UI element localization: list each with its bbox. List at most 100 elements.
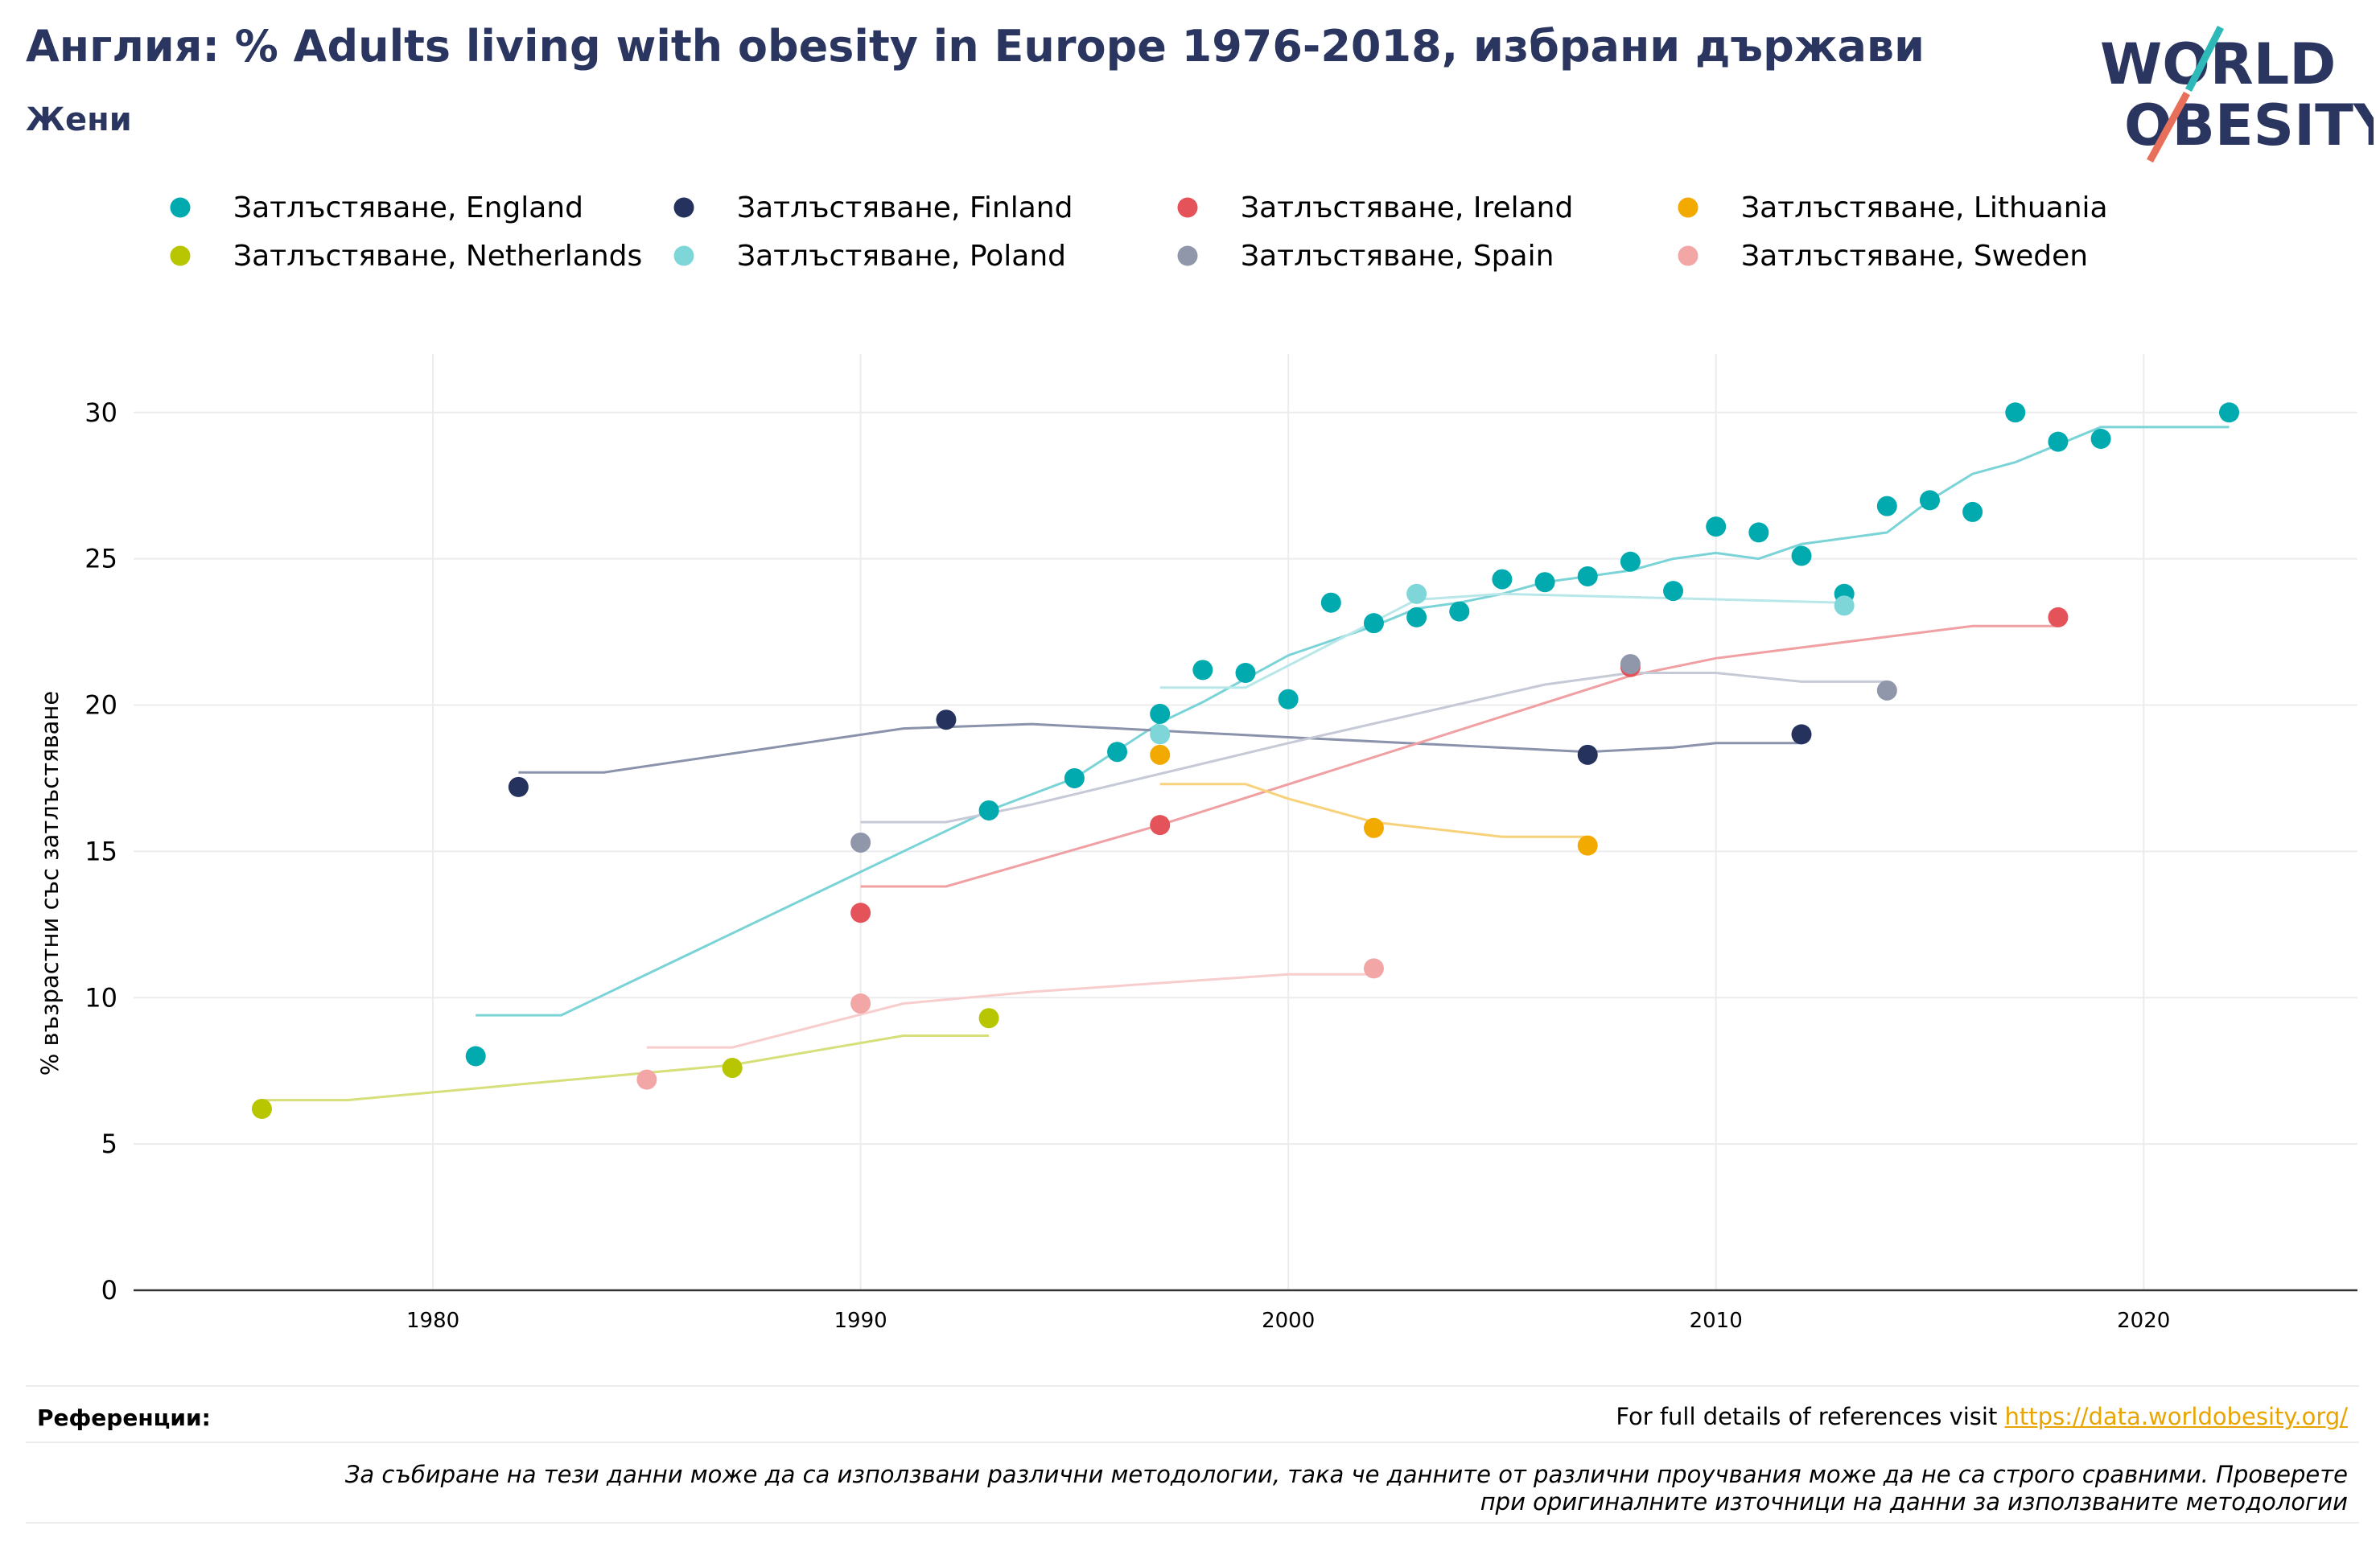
legend-marker — [673, 245, 694, 266]
data-point[interactable] — [1706, 516, 1727, 537]
legend-marker — [1177, 245, 1198, 266]
footer-divider — [26, 1442, 2359, 1443]
legend-marker — [1177, 197, 1198, 218]
data-point[interactable] — [1791, 545, 1812, 566]
data-point[interactable] — [978, 1008, 999, 1029]
data-point[interactable] — [508, 776, 529, 797]
data-point[interactable] — [1064, 767, 1085, 788]
y-tick-label: 15 — [84, 836, 117, 866]
data-point[interactable] — [722, 1058, 743, 1079]
data-point[interactable] — [1876, 680, 1897, 701]
data-point[interactable] — [1620, 551, 1641, 572]
data-point[interactable] — [1962, 501, 1983, 522]
data-point[interactable] — [1363, 817, 1384, 838]
trend-line — [646, 973, 1374, 1049]
x-tick-label: 2000 — [1262, 1309, 1315, 1333]
legend-label[interactable]: Затлъстяване, Ireland — [1241, 191, 1573, 224]
y-tick-label: 30 — [84, 397, 117, 428]
references-prefix: For full details of references visit — [1616, 1403, 2005, 1430]
trend-line — [518, 722, 1801, 774]
data-point[interactable] — [1150, 815, 1171, 836]
data-point[interactable] — [2219, 402, 2240, 423]
legend-marker — [673, 197, 694, 218]
data-point[interactable] — [1192, 660, 1213, 681]
data-point[interactable] — [1406, 607, 1427, 627]
legend-marker — [170, 197, 191, 218]
data-point[interactable] — [1150, 744, 1171, 765]
data-point[interactable] — [1363, 958, 1384, 979]
data-point[interactable] — [1919, 490, 1940, 511]
data-point[interactable] — [2090, 428, 2111, 449]
y-tick-label: 0 — [101, 1275, 117, 1306]
x-tick-label: 1990 — [834, 1309, 887, 1333]
data-point[interactable] — [850, 832, 871, 853]
data-point[interactable] — [2048, 431, 2069, 452]
data-point[interactable] — [2005, 402, 2026, 423]
trend-line — [1159, 783, 1588, 838]
footer-divider — [26, 1385, 2359, 1387]
y-tick-label: 25 — [84, 544, 117, 574]
axes: 0 5 10 15 20 25 30 1980 1990 2000 2010 2020 — [84, 397, 2357, 1333]
data-point[interactable] — [1406, 583, 1427, 604]
legend-label[interactable]: Затлъстяване, England — [233, 191, 583, 224]
y-axis-label: % възрастни със затлъстяване — [36, 691, 64, 1076]
data-point[interactable] — [1492, 569, 1513, 590]
data-point[interactable] — [465, 1046, 486, 1067]
data-point[interactable] — [1748, 522, 1769, 543]
data-points — [251, 402, 2240, 1119]
trend-line — [860, 672, 1888, 824]
data-point[interactable] — [1876, 496, 1897, 516]
data-point[interactable] — [1107, 742, 1128, 763]
x-tick-label: 2010 — [1690, 1309, 1743, 1333]
world-obesity-logo: WORLD OBESITY — [2100, 25, 2374, 163]
legend-marker — [1678, 245, 1699, 266]
page-subtitle: Жени — [26, 101, 132, 138]
grid — [134, 354, 2357, 1290]
data-point[interactable] — [251, 1098, 272, 1119]
data-point[interactable] — [1363, 613, 1384, 634]
data-point[interactable] — [1235, 662, 1256, 683]
data-point[interactable] — [1449, 601, 1470, 622]
trend-line — [1159, 592, 1845, 689]
data-point[interactable] — [1150, 724, 1171, 745]
legend-label[interactable]: Затлъстяване, Finland — [737, 191, 1073, 224]
page-title: Англия: % Adults living with obesity in … — [26, 21, 1925, 72]
data-point[interactable] — [1834, 595, 1855, 616]
legend-marker — [1678, 197, 1699, 218]
y-tick-label: 10 — [84, 982, 117, 1013]
x-tick-label: 1980 — [406, 1309, 459, 1333]
trend-line — [476, 426, 2230, 1017]
data-point[interactable] — [1150, 703, 1171, 724]
trend-lines — [261, 426, 2230, 1102]
legend-label[interactable]: Затлъстяване, Lithuania — [1741, 191, 2108, 224]
legend-marker — [170, 245, 191, 266]
legend-label[interactable]: Затлъстяване, Netherlands — [233, 240, 642, 273]
data-point[interactable] — [1577, 566, 1598, 586]
legend: Затлъстяване, England Затлъстяване, Finla… — [170, 191, 2108, 273]
data-point[interactable] — [2048, 607, 2069, 627]
data-point[interactable] — [1577, 835, 1598, 856]
data-point[interactable] — [1577, 744, 1598, 765]
data-point[interactable] — [1663, 581, 1684, 602]
data-point[interactable] — [1534, 572, 1555, 593]
data-point[interactable] — [1620, 654, 1641, 675]
logo-line1: WORLD — [2100, 31, 2336, 97]
y-tick-label: 5 — [101, 1129, 117, 1159]
references-text: For full details of references visit htt… — [1616, 1403, 2348, 1430]
footer-divider — [26, 1522, 2359, 1524]
trend-line — [860, 624, 2058, 888]
data-point[interactable] — [1791, 724, 1812, 745]
data-point[interactable] — [1320, 592, 1341, 613]
trend-line — [261, 1034, 990, 1102]
data-point[interactable] — [1278, 689, 1299, 709]
references-link[interactable]: https://data.worldobesity.org/ — [2004, 1403, 2348, 1430]
y-tick-label: 20 — [84, 690, 117, 721]
data-point[interactable] — [850, 903, 871, 923]
data-point[interactable] — [850, 993, 871, 1014]
data-point[interactable] — [936, 709, 957, 730]
legend-label[interactable]: Затлъстяване, Spain — [1241, 240, 1554, 273]
data-point[interactable] — [978, 800, 999, 821]
legend-label[interactable]: Затлъстяване, Poland — [737, 240, 1066, 273]
legend-label[interactable]: Затлъстяване, Sweden — [1741, 240, 2088, 273]
data-point[interactable] — [636, 1069, 657, 1090]
